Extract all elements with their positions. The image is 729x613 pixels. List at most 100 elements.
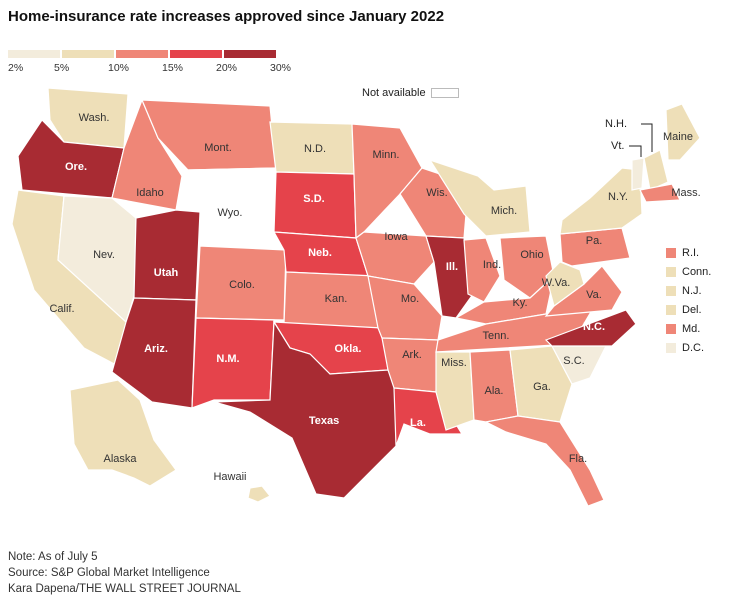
state-label-alaska: Alaska — [103, 453, 137, 465]
state-shape-sd — [273, 171, 357, 239]
state-shape-nc — [544, 309, 637, 347]
state-shape-nh — [643, 149, 669, 191]
ne-list-item: Conn. — [666, 262, 711, 281]
state-label-ga: Ga. — [533, 381, 551, 393]
state-label-miss: Miss. — [441, 357, 467, 369]
state-label-hawaii: Hawaii — [213, 471, 246, 483]
ne-label: R.I. — [682, 246, 700, 259]
state-label-ky: Ky. — [512, 297, 527, 309]
state-label-wyo: Wyo. — [218, 207, 243, 219]
legend-swatch-2 — [116, 50, 168, 58]
state-label-vt: Vt. — [611, 140, 625, 152]
color-legend: 2% 5% 10% 15% 20% 30% — [8, 50, 292, 76]
chart-title: Home-insurance rate increases approved s… — [8, 8, 445, 25]
state-shape-pa — [559, 227, 631, 267]
state-label-minn: Minn. — [373, 149, 400, 161]
state-label-ore: Ore. — [65, 161, 87, 173]
state-label-nh: N.H. — [605, 118, 627, 130]
state-label-calif: Calif. — [49, 303, 74, 315]
legend-color-bar — [8, 50, 288, 58]
state-shape-maine — [665, 103, 701, 161]
state-label-mont: Mont. — [204, 142, 232, 154]
ne-swatch — [666, 266, 676, 277]
footer-note: Note: As of July 5 — [8, 551, 98, 563]
state-label-ny: N.Y. — [608, 191, 628, 203]
nh-leader-line — [641, 123, 653, 152]
state-label-fla: Fla. — [569, 453, 587, 465]
state-shape-ariz — [111, 297, 197, 409]
state-label-mass: Mass. — [671, 187, 700, 199]
legend-tick-1: 5% — [54, 62, 70, 74]
ne-label: D.C. — [682, 341, 704, 354]
legend-tick-2: 10% — [108, 62, 130, 74]
state-label-neb: Neb. — [308, 247, 332, 259]
state-label-va: Va. — [586, 289, 602, 301]
legend-swatch-4 — [224, 50, 276, 58]
state-shape-mass — [639, 183, 681, 203]
state-shape-wva — [545, 261, 585, 308]
state-label-la: La. — [410, 417, 426, 429]
state-label-ind: Ind. — [483, 259, 501, 271]
state-label-ark: Ark. — [402, 349, 422, 361]
ne-swatch — [666, 304, 676, 315]
ne-label: N.J. — [682, 284, 702, 297]
state-shape-utah — [133, 209, 201, 301]
state-label-mich: Mich. — [491, 205, 517, 217]
state-label-pa: Pa. — [586, 235, 603, 247]
legend-swatch-1 — [62, 50, 114, 58]
footer-source: Source: S&P Global Market Intelligence — [8, 567, 210, 579]
ne-swatch — [666, 247, 676, 258]
legend-tick-3: 15% — [162, 62, 184, 74]
ne-list-item: R.I. — [666, 243, 711, 262]
state-shape-texas — [213, 320, 409, 499]
legend-tick-labels: 2% 5% 10% 15% 20% 30% — [8, 62, 292, 76]
legend-tick-0: 2% — [8, 62, 24, 74]
ne-label: Del. — [682, 303, 702, 316]
state-shape-nm — [191, 317, 275, 409]
not-available-swatch — [430, 88, 459, 98]
state-shape-fla — [484, 415, 605, 507]
state-label-utah: Utah — [154, 267, 179, 279]
state-label-maine: Maine — [663, 131, 693, 143]
not-available-label: Not available — [362, 87, 426, 99]
state-label-iowa: Iowa — [384, 231, 408, 243]
vt-leader-line — [629, 145, 642, 157]
state-label-nd: N.D. — [304, 143, 326, 155]
state-shape-miss — [435, 351, 475, 431]
ne-list-item: N.J. — [666, 281, 711, 300]
ne-list-item: D.C. — [666, 338, 711, 357]
state-label-nev: Nev. — [93, 249, 115, 261]
state-label-colo: Colo. — [229, 279, 255, 291]
state-label-mo: Mo. — [401, 293, 419, 305]
state-label-ill: Ill. — [446, 261, 458, 273]
state-label-ariz: Ariz. — [144, 343, 168, 355]
legend-swatch-3 — [170, 50, 222, 58]
footer-credit: Kara Dapena/THE WALL STREET JOURNAL — [8, 583, 241, 595]
ne-swatch — [666, 342, 676, 353]
state-label-wash: Wash. — [79, 112, 110, 124]
state-label-texas: Texas — [309, 415, 339, 427]
state-shape-ind — [463, 237, 501, 303]
legend-tick-5: 30% — [270, 62, 292, 74]
state-label-nm: N.M. — [216, 353, 239, 365]
state-label-sc: S.C. — [563, 355, 584, 367]
state-label-nc: N.C. — [583, 321, 605, 333]
state-label-wva: W.Va. — [542, 277, 571, 289]
ne-list-item: Md. — [666, 319, 711, 338]
state-shape-alaska — [69, 379, 177, 487]
state-shape-mo — [367, 275, 443, 341]
legend-tick-4: 20% — [216, 62, 238, 74]
state-shape-vt — [631, 157, 645, 191]
state-label-ohio: Ohio — [520, 249, 543, 261]
not-available-legend: Not available — [362, 87, 459, 99]
state-shape-hawaii — [247, 485, 271, 503]
ne-swatch — [666, 323, 676, 334]
northeast-small-states-list: R.I. Conn. N.J. Del. Md. D.C. — [666, 243, 711, 357]
state-shape-minn — [351, 123, 423, 240]
state-label-idaho: Idaho — [136, 187, 164, 199]
ne-swatch — [666, 285, 676, 296]
state-shape-ny — [559, 167, 643, 235]
state-label-sd: S.D. — [303, 193, 324, 205]
ne-label: Md. — [682, 322, 701, 335]
